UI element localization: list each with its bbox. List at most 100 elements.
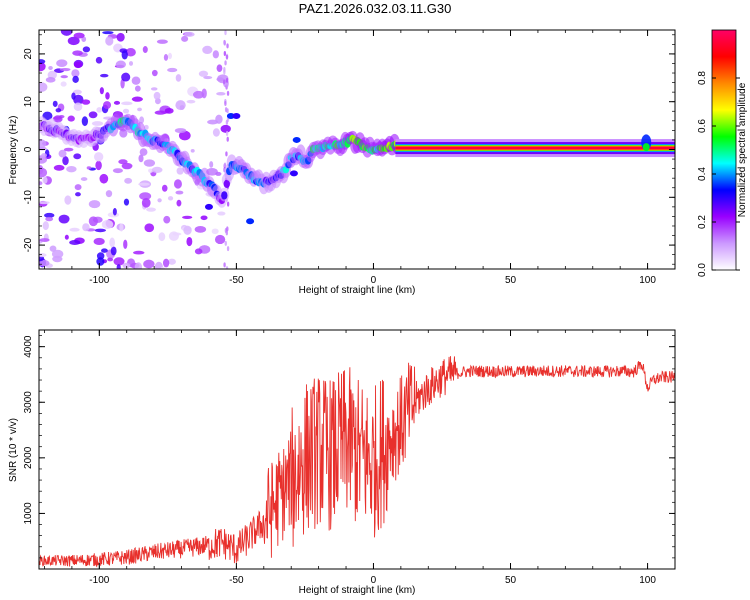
spectrogram-noise-blob [80,177,88,181]
spectrogram-blob [204,203,213,210]
spectrogram-noise-blob [109,237,115,248]
spectrogram-noise-blob [138,182,150,186]
spectrogram-blob [226,113,235,120]
spectrogram-noise-blob [39,165,44,175]
spectrogram-noise-blob [186,99,196,104]
figure-title: PAZ1.2026.032.03.11.G30 [298,1,452,16]
spectrogram-noise-blob [157,198,162,203]
spectrogram-noise-blob [183,225,192,235]
spectrogram-noise-blob [223,162,227,168]
spectrogram-noise-blob [162,258,170,268]
spectrogram-y-label: Frequency (Hz) [8,116,19,185]
spectrogram-noise-blob [120,78,125,89]
spectrogram-noise-blob [73,61,83,69]
spectrogram-noise-blob [93,237,105,245]
spectrogram-noise-blob [110,246,117,256]
snr-x-tick-label: -100 [89,575,109,586]
spectrogram-noise-blob [39,181,43,186]
spectrogram-noise-blob [113,257,125,266]
spectrogram-noise-blob [176,167,184,175]
spectrogram-noise-blob [67,115,75,122]
spectrogram-noise-blob [225,54,229,60]
spectrogram-y-tick-label: 20 [23,48,34,60]
snr-series-line [39,356,675,568]
spectrogram-noise-blob [179,105,185,111]
spectrogram-noise-blob [39,259,50,267]
spectrogram-y-tick-label: 10 [23,96,34,108]
spectrogram-noise-blob [49,245,57,252]
spectrogram-noise-blob [144,124,149,130]
spectrogram-noise-blob [175,190,184,195]
spectrogram-noise-blob [95,160,102,171]
spectrogram-noise-blob [226,82,229,88]
spectrogram-noise-blob [48,65,53,70]
spectrogram-noise-blob [88,111,98,119]
spectrogram-noise-blob [223,51,227,57]
spectrogram-blob [292,136,301,143]
spectrogram-noise-blob [217,211,226,216]
spectrogram-noise-blob [225,119,229,125]
spectrogram-noise-blob [63,147,74,152]
spectrogram-noise-blob [71,92,76,100]
spectrogram-noise-blob [71,69,80,78]
spectrogram-noise-blob [123,198,130,206]
spectrogram-blob [246,218,255,225]
spectrogram-noise-blob [60,30,73,36]
snr-x-label: Height of straight line (km) [299,585,416,596]
spectrogram-noise-blob [224,240,227,246]
spectrogram-noise-blob [137,107,142,112]
spectrogram-noise-blob [81,116,89,127]
spectrogram-noise-blob [223,262,226,268]
snr-x-tick-label: 0 [371,575,377,586]
spectrogram-noise-blob [225,130,229,136]
spectrogram-noise-blob [94,228,107,233]
spectrogram-plot-area [39,30,675,269]
spectrogram-noise-blob [82,46,91,53]
spectrogram-noise-blob [121,50,128,60]
spectrogram-noise-blob [96,257,105,266]
spectrogram-carrier-bump-core [642,143,650,152]
spectrogram-x-tick-label: -50 [229,275,244,286]
spectrogram-noise-blob [200,215,208,221]
spectrogram-noise-blob [119,128,128,138]
spectrogram-noise-blob [62,156,69,166]
spectrogram-noise-blob [175,74,182,82]
spectrogram-noise-blob [42,221,49,231]
spectrogram-noise-blob [173,179,182,189]
spectrogram-noise-blob [116,264,121,269]
colorbar-tick-label: 0.4 [697,167,708,181]
spectrogram-noise-blob [226,201,230,207]
spectrogram-noise-blob [73,94,84,105]
spectrogram-noise-blob [224,107,228,113]
spectrogram-noise-blob [139,148,148,156]
spectrogram-blob [289,170,298,177]
spectrogram-noise-blob [124,177,133,184]
snr-x-tick-label: -50 [229,575,244,586]
spectrogram-noise-blob [139,192,152,201]
spectrogram-noise-blob [112,168,123,174]
spectrogram-noise-blob [95,56,103,64]
spectrogram-noise-blob [112,208,117,216]
spectrogram-noise-blob [163,215,171,224]
spectrogram-noise-blob [178,130,191,141]
spectrogram-noise-blob [41,153,47,158]
spectrogram-noise-blob [67,36,80,46]
spectrogram-noise-blob [58,214,70,224]
spectrogram-noise-blob [121,162,133,170]
spectrogram-noise-blob [72,75,79,83]
spectrogram-noise-blob [82,223,90,232]
spectrogram-noise-blob [121,72,131,82]
spectrogram-noise-blob [143,159,156,167]
spectrogram-noise-blob [141,198,151,208]
spectrogram-noise-blob [225,77,229,83]
spectrogram-noise-blob [122,108,130,114]
spectrogram-noise-blob [39,238,50,242]
spectrogram-noise-blob [226,246,230,252]
spectrogram-noise-blob [222,79,226,85]
spectrogram-noise-blob [164,107,174,114]
spectrogram-noise-blob [226,136,229,142]
spectrogram-blob [232,113,241,120]
spectrogram-noise-blob [105,36,114,46]
spectrogram-noise-blob [154,261,163,269]
spectrogram-noise-blob [225,151,228,157]
